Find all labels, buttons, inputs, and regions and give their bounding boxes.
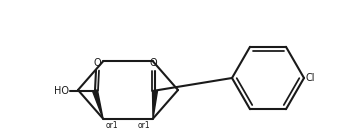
Text: or1: or1	[137, 121, 150, 130]
Text: Cl: Cl	[306, 73, 316, 83]
Text: O: O	[150, 58, 157, 68]
Polygon shape	[92, 90, 103, 119]
Text: HO: HO	[54, 86, 69, 96]
Polygon shape	[153, 90, 157, 119]
Text: O: O	[94, 58, 101, 68]
Text: or1: or1	[106, 121, 119, 130]
